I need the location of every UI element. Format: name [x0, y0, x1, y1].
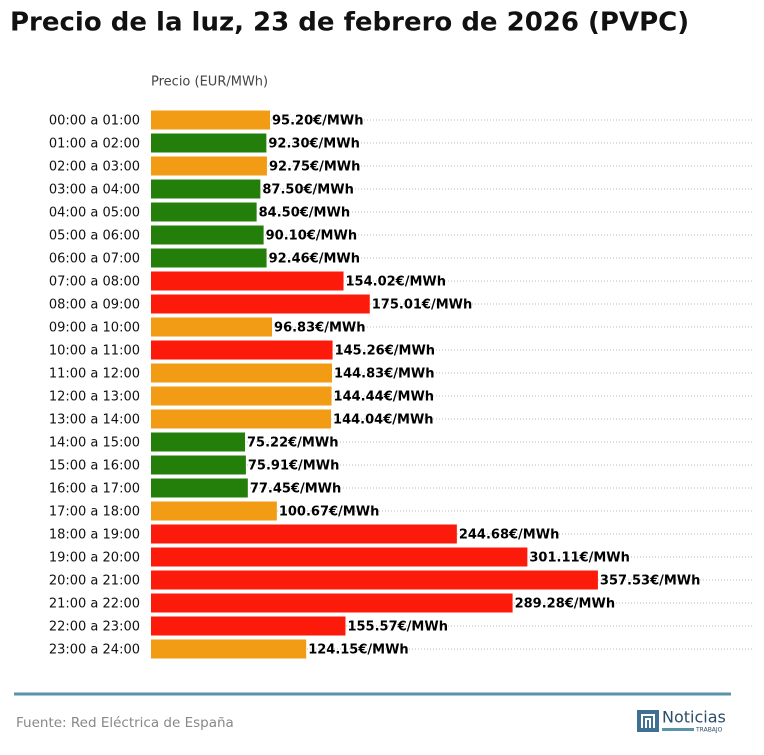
logo-sub: TRABAJO	[695, 727, 723, 734]
bar	[151, 271, 344, 291]
value-label: 124.15€/MWh	[308, 643, 409, 658]
logo-glyph	[641, 714, 655, 728]
value-label: 301.11€/MWh	[529, 551, 630, 566]
value-label: 175.01€/MWh	[372, 298, 473, 313]
bar	[151, 317, 273, 337]
value-label: 90.10€/MWh	[266, 229, 357, 244]
value-label: 357.53€/MWh	[600, 574, 701, 589]
y-tick-label: 23:00 a 24:00	[49, 643, 140, 658]
value-label: 96.83€/MWh	[274, 321, 365, 336]
y-tick-label: 19:00 a 20:00	[49, 551, 140, 566]
value-label: 75.22€/MWh	[247, 436, 338, 451]
y-tick-label: 20:00 a 21:00	[49, 574, 140, 589]
bar	[151, 110, 270, 130]
bar	[151, 639, 307, 659]
y-tick-label: 22:00 a 23:00	[49, 620, 140, 635]
y-tick-label: 07:00 a 08:00	[49, 275, 140, 290]
value-label: 77.45€/MWh	[250, 482, 341, 497]
value-label: 87.50€/MWh	[262, 183, 353, 198]
value-label: 145.26€/MWh	[335, 344, 436, 359]
bar	[151, 294, 370, 314]
value-label: 95.20€/MWh	[272, 114, 363, 129]
bar	[151, 225, 264, 245]
y-tick-label: 03:00 a 04:00	[49, 183, 140, 198]
value-label: 155.57€/MWh	[347, 620, 448, 635]
y-tick-label: 18:00 a 19:00	[49, 528, 140, 543]
y-tick-label: 05:00 a 06:00	[49, 229, 140, 244]
y-tick-label: 11:00 a 12:00	[49, 367, 140, 382]
value-label: 154.02€/MWh	[346, 275, 447, 290]
bar	[151, 340, 333, 360]
bar	[151, 202, 257, 222]
bar	[151, 478, 248, 498]
value-label: 244.68€/MWh	[459, 528, 559, 543]
y-tick-label: 10:00 a 11:00	[49, 344, 140, 359]
y-tick-label: 21:00 a 22:00	[49, 597, 140, 612]
y-tick-label: 04:00 a 05:00	[49, 206, 140, 221]
value-label: 289.28€/MWh	[515, 597, 616, 612]
bar	[151, 432, 246, 452]
y-tick-label: 14:00 a 15:00	[49, 436, 140, 451]
y-tick-label: 09:00 a 10:00	[49, 321, 140, 336]
source: Fuente: Red Eléctrica de España	[16, 715, 234, 731]
y-tick-label: 01:00 a 02:00	[49, 137, 140, 152]
y-tick-label: 06:00 a 07:00	[49, 252, 140, 267]
y-tick-label: 12:00 a 13:00	[49, 390, 140, 405]
bar	[151, 363, 333, 383]
logo-name: Noticias	[662, 708, 726, 727]
bar	[151, 616, 346, 636]
value-label: 144.04€/MWh	[333, 413, 434, 428]
bar	[151, 501, 277, 521]
axis-label: Precio (EUR/MWh)	[151, 75, 268, 90]
bar	[151, 570, 598, 590]
bar	[151, 248, 267, 268]
bar	[151, 179, 261, 199]
value-label: 75.91€/MWh	[248, 459, 339, 474]
bar	[151, 386, 332, 406]
value-label: 144.83€/MWh	[334, 367, 435, 382]
value-label: 92.30€/MWh	[268, 137, 359, 152]
value-label: 84.50€/MWh	[259, 206, 350, 221]
bar	[151, 593, 513, 613]
bar	[151, 455, 246, 475]
value-label: 92.75€/MWh	[269, 160, 360, 175]
bar	[151, 524, 457, 544]
y-tick-label: 13:00 a 14:00	[49, 413, 140, 428]
bar	[151, 409, 332, 429]
y-tick-label: 16:00 a 17:00	[49, 482, 140, 497]
y-tick-label: 00:00 a 01:00	[49, 114, 140, 129]
value-label: 100.67€/MWh	[279, 505, 380, 520]
y-tick-label: 15:00 a 16:00	[49, 459, 140, 474]
plot: 00:00 a 01:00 95.20€/MWh 01:00 a 02:00 92.3…	[49, 110, 753, 659]
chart-title: Precio de la luz, 23 de febrero de 2026 …	[10, 8, 689, 38]
value-label: 92.46€/MWh	[269, 252, 360, 267]
y-tick-label: 08:00 a 09:00	[49, 298, 140, 313]
y-tick-label: 02:00 a 03:00	[49, 160, 140, 175]
y-tick-label: 17:00 a 18:00	[49, 505, 140, 520]
logo-icon	[637, 710, 659, 732]
bar	[151, 156, 267, 176]
logo-bar	[662, 728, 694, 731]
bar	[151, 133, 267, 153]
bar	[151, 547, 528, 567]
value-label: 144.44€/MWh	[334, 390, 435, 405]
